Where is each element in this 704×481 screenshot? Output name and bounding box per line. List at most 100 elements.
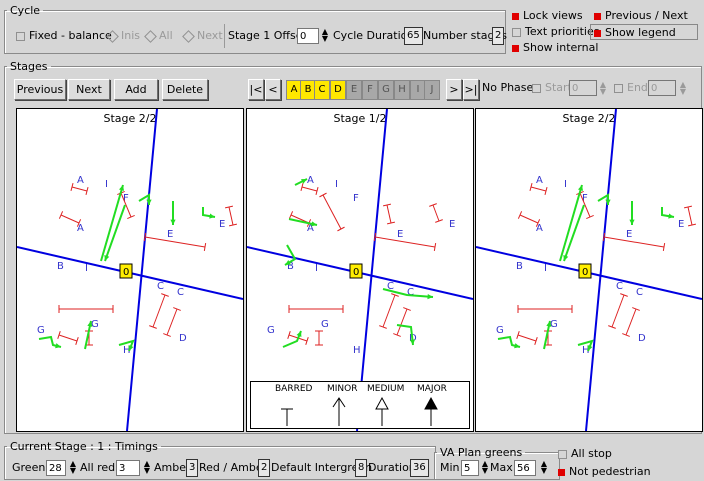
arm-label: H [123,345,131,356]
arm-label: H [582,345,590,356]
arm-bar-end [435,219,443,223]
arm-bar-end [608,325,616,329]
arm-bar [625,308,637,336]
cycle-duration-value: 65 [404,27,423,45]
phase-letter-button[interactable]: F [362,80,378,100]
end-input[interactable]: 0 [648,80,676,96]
green-input[interactable]: 28 [46,460,66,476]
phase-letter-button[interactable]: E [346,80,362,100]
va-min-spinner[interactable]: ▲ ▼ [481,459,489,475]
green-arrow-head [311,221,317,227]
lock-views-option[interactable]: Lock views [512,8,583,24]
number-stages-label: Number stages [423,29,507,42]
number-stages-value: 2 [492,27,505,45]
show-internal-label: Show internal [523,41,599,54]
arm-bar-end [75,337,79,345]
next-stage-button[interactable]: > [446,79,462,100]
stage-view-panel[interactable]: Stage 2/2 0 A A I F E E B I C C D G G H [16,108,244,432]
phase-letter-button[interactable]: G [378,80,394,100]
arm-bar-end [173,307,181,311]
arm-bar-end [622,333,630,337]
junction-node [349,263,363,279]
legend-minor-label: MINOR [327,384,358,394]
va-max-input[interactable]: 56 [514,460,536,476]
text-priorities-option[interactable]: Text priorities [512,24,599,40]
green-arrow-head [128,345,134,351]
show-legend-option[interactable]: Show legend [590,24,698,40]
arm-bar-end [529,183,533,191]
va-min-input[interactable]: 5 [461,460,479,476]
delete-button[interactable]: Delete [162,79,208,100]
start-checkbox[interactable]: Start [532,80,572,96]
arm-bar [322,194,342,230]
arm-label: C [407,287,414,298]
arm-bar [611,294,625,328]
va-max-spinner[interactable]: ▲ ▼ [540,459,548,475]
fixed-balance-checkbox[interactable]: Fixed - balance [16,28,112,44]
no-phase-label: No Phase [482,81,534,94]
stage1-offset-spinner[interactable]: ▲ ▼ [321,27,329,43]
arm-label: D [638,333,646,344]
legend-major-label: MAJOR [417,384,447,394]
arm-bar-end [517,211,523,219]
road-north-south [126,109,158,431]
checkbox-icon [532,83,541,93]
show-internal-option[interactable]: Show internal [512,40,598,56]
previous-next-option[interactable]: Previous / Next [594,8,688,24]
prev-stage-button[interactable]: < [265,79,281,100]
all-stop-option[interactable]: All stop [558,446,612,462]
arm-bar-end [620,293,628,297]
arm-bar [58,334,78,342]
green-arrow-head [170,219,176,225]
end-checkbox[interactable]: End [614,80,648,96]
all-red-spinner[interactable]: ▲ ▼ [143,459,151,475]
mode-option-inis[interactable]: Inis [106,28,140,44]
arm-label: E [678,219,684,230]
start-spinner[interactable]: ▲ ▼ [599,80,607,96]
previous-button[interactable]: Previous [14,79,66,100]
arm-bar-end [305,337,309,345]
phase-letter-button[interactable]: C [314,80,330,100]
end-spinner[interactable]: ▲ ▼ [679,80,687,96]
all-red-input[interactable]: 3 [116,460,140,476]
arm-bar-end [379,325,387,329]
arm-bar-end [683,205,693,209]
arm-bar-end [687,223,697,227]
not-pedestrian-option[interactable]: Not pedestrian [558,464,651,480]
arm-bar-end [393,333,401,337]
green-spinner[interactable]: ▲ ▼ [69,459,77,475]
first-stage-button[interactable]: |< [248,79,264,100]
phase-letter-button[interactable]: J [424,80,440,100]
fixed-balance-label: Fixed - balance [29,29,112,42]
phase-letter-button[interactable]: H [394,80,410,100]
show-legend-label: Show legend [605,26,676,39]
amber-value: 3 [186,459,199,477]
arm-label: A [307,223,314,234]
arm-bar-end [433,242,437,252]
arm-label: G [496,325,504,336]
stage1-offset-input[interactable]: 0 [297,28,319,44]
next-button[interactable]: Next [68,79,110,100]
all-stop-label: All stop [571,447,612,460]
arm-bar [530,186,547,192]
start-input[interactable]: 0 [569,80,597,96]
mode-option-label: Next [197,29,223,42]
add-button[interactable]: Add [114,79,158,100]
green-arrow-head [668,213,674,219]
green-arrow [382,288,434,298]
arm-bar-end [57,331,61,339]
green-arrow-head [409,339,415,345]
green-arrow [104,204,126,262]
arm-label: I [335,179,338,190]
arm-label: E [397,229,403,240]
arm-label: I [564,179,567,190]
phase-letter-button[interactable]: D [330,80,346,100]
stage-view-panel[interactable]: Stage 2/2 0 A A I F E E B I C C D G G H [475,108,703,432]
cycle-legend: Cycle [10,4,41,17]
mode-option-next[interactable]: Next [182,28,223,44]
mode-option-all[interactable]: All [144,28,173,44]
arm-bar-end [586,215,594,219]
last-stage-button[interactable]: >| [463,79,479,100]
green-arrow [202,207,216,218]
